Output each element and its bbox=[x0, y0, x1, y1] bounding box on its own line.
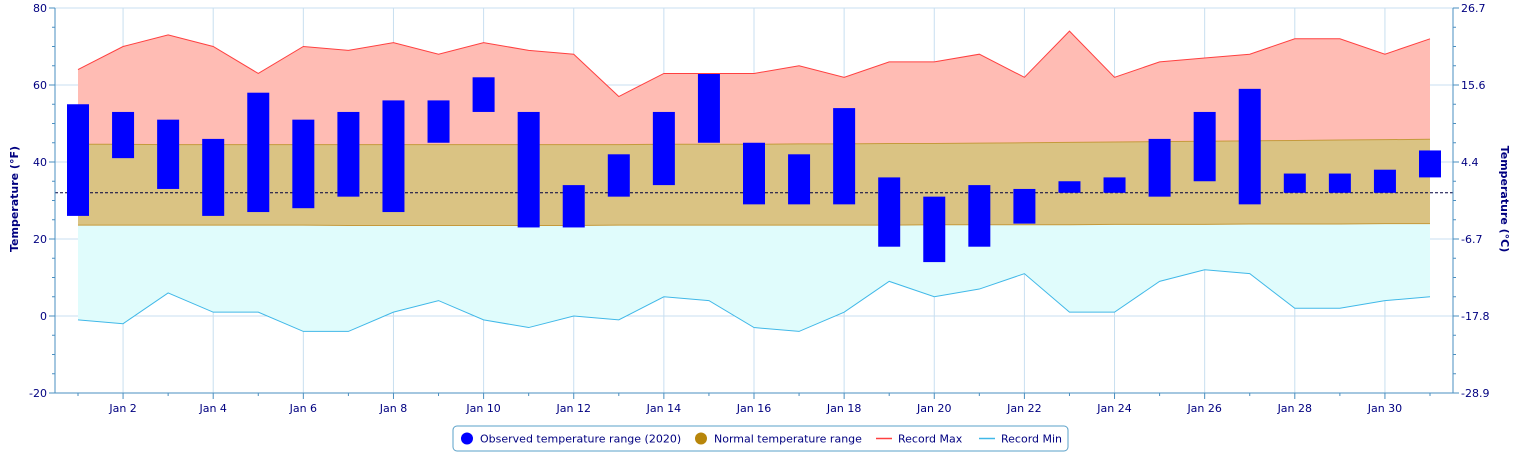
x-tick-label: Jan 14 bbox=[646, 402, 681, 415]
x-tick-label: Jan 22 bbox=[1006, 402, 1041, 415]
observed-range-bar bbox=[697, 73, 720, 143]
observed-range-bar bbox=[382, 100, 405, 213]
y-tick-label-left: 80 bbox=[33, 2, 47, 15]
record-bands bbox=[78, 31, 1430, 332]
record-max-line bbox=[77, 30, 1431, 98]
legend-item-normal[interactable]: Normal temperature range bbox=[695, 432, 862, 446]
observed-range-bar bbox=[1193, 111, 1216, 182]
legend-observed-label: Observed temperature range (2020) bbox=[480, 433, 681, 446]
x-tick-label: Jan 18 bbox=[826, 402, 861, 415]
x-tick-label: Jan 16 bbox=[736, 402, 771, 415]
y-tick-label-right: 15.6 bbox=[1461, 79, 1486, 92]
observed-range-bar bbox=[878, 177, 901, 247]
observed-range-bar bbox=[652, 111, 675, 186]
observed-range-bar bbox=[112, 111, 135, 159]
y-tick-label-right: 4.4 bbox=[1461, 156, 1479, 169]
observed-range-bar bbox=[157, 119, 180, 189]
observed-range-bar bbox=[743, 142, 765, 205]
x-tick-label: Jan 4 bbox=[198, 402, 226, 415]
legend-item-record-max[interactable]: Record Max bbox=[876, 433, 963, 446]
observed-range-bar bbox=[1283, 173, 1306, 193]
observed-range-bar bbox=[607, 154, 630, 197]
observed-range-bar bbox=[1058, 181, 1081, 193]
observed-range-bar bbox=[517, 111, 540, 228]
x-tick-label: Jan 20 bbox=[916, 402, 951, 415]
observed-range-bar bbox=[1103, 177, 1126, 193]
y-axis-title-right: Temperature (°C) bbox=[1498, 146, 1511, 253]
observed-range-bars bbox=[67, 73, 1441, 263]
x-tick-label: Jan 24 bbox=[1096, 402, 1131, 415]
observed-range-bar bbox=[292, 119, 315, 209]
observed-range-bar bbox=[923, 196, 946, 263]
observed-range-bar bbox=[67, 104, 89, 216]
x-tick-label: Jan 2 bbox=[108, 402, 136, 415]
x-tick-label: Jan 6 bbox=[289, 402, 317, 415]
legend-record-min-label: Record Min bbox=[1001, 433, 1062, 446]
legend: Observed temperature range (2020) Normal… bbox=[452, 425, 1069, 452]
observed-range-bar bbox=[427, 100, 450, 143]
y-tick-label-right: -6.7 bbox=[1461, 233, 1482, 246]
record-lines bbox=[77, 30, 1431, 332]
x-tick-label: Jan 26 bbox=[1186, 402, 1221, 415]
y-tick-label-right: -17.8 bbox=[1461, 310, 1489, 323]
observed-range-bar bbox=[1373, 169, 1396, 193]
observed-range-bar bbox=[337, 111, 360, 197]
observed-range-bar bbox=[562, 185, 585, 228]
legend-item-observed[interactable]: Observed temperature range (2020) bbox=[461, 432, 681, 446]
observed-range-bar bbox=[1419, 150, 1441, 178]
y-tick-label-left: 40 bbox=[33, 156, 47, 169]
observed-range-bar bbox=[788, 154, 811, 205]
y-tick-label-left: -20 bbox=[29, 387, 47, 400]
observed-range-bar bbox=[968, 185, 991, 247]
legend-box bbox=[452, 425, 1069, 452]
observed-range-bar bbox=[1148, 138, 1171, 197]
legend-item-record-min[interactable]: Record Min bbox=[979, 433, 1062, 446]
y-tick-label-left: 20 bbox=[33, 233, 47, 246]
observed-range-bar bbox=[202, 138, 225, 216]
observed-range-bar bbox=[1238, 88, 1261, 205]
y-tick-label-right: 26.7 bbox=[1461, 2, 1486, 15]
x-tick-label: Jan 12 bbox=[556, 402, 591, 415]
observed-range-bar bbox=[247, 92, 270, 213]
observed-range-bar bbox=[1013, 188, 1036, 224]
observed-range-bar bbox=[833, 108, 856, 205]
observed-range-bar bbox=[472, 77, 495, 112]
x-tick-label: Jan 28 bbox=[1277, 402, 1312, 415]
legend-observed-swatch bbox=[461, 432, 473, 445]
legend-normal-swatch bbox=[695, 432, 707, 445]
legend-record-max-label: Record Max bbox=[898, 433, 963, 446]
y-tick-label-left: 60 bbox=[33, 79, 47, 92]
record-min-band bbox=[78, 223, 1430, 332]
axes: -20 0 20 40 60 80 -28.9 -17.8 -6.7 4.4 15.6 26.7 Jan… bbox=[29, 2, 1489, 415]
x-tick-label: Jan 8 bbox=[379, 402, 407, 415]
x-tick-label: Jan 30 bbox=[1367, 402, 1402, 415]
observed-range-bar bbox=[1328, 173, 1351, 193]
record-min-line bbox=[77, 269, 1431, 332]
y-axis-title-left: Temperature (°F) bbox=[8, 146, 21, 252]
normal-low-line bbox=[78, 223, 1430, 227]
y-tick-label-left: 0 bbox=[40, 310, 47, 323]
record-max-band bbox=[78, 31, 1430, 145]
legend-normal-label: Normal temperature range bbox=[714, 433, 862, 446]
x-tick-label: Jan 10 bbox=[465, 402, 500, 415]
y-tick-label-right: -28.9 bbox=[1461, 387, 1489, 400]
